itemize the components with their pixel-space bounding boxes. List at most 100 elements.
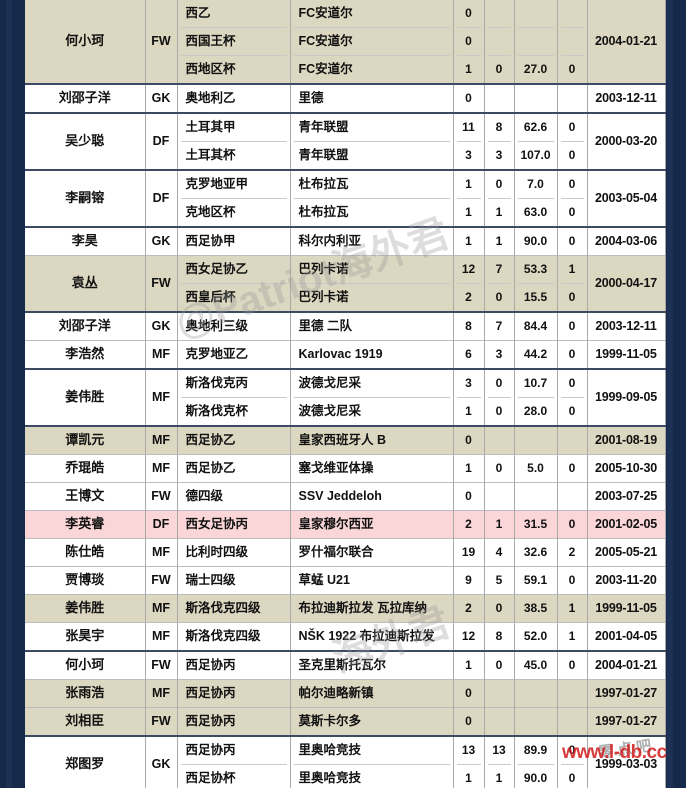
goals-cell-line: 0 (560, 397, 584, 425)
club-cell-line: FC安道尔 (298, 6, 353, 20)
table-row[interactable]: 乔琨皓 MF 西足协乙 塞戈维亚体操 1 0 5.0 0 2005-10-30 (25, 454, 666, 483)
club-cell: NŠK 1922 布拉迪斯拉发 (290, 622, 454, 651)
competition-cell: 斯洛伐克四级 (177, 622, 291, 651)
player-position-cell: FW (145, 707, 178, 736)
competition-cell: 奥地利三级 (177, 311, 291, 341)
competition-cell-line: 土耳其甲 (185, 120, 236, 134)
starts-cell-line: 0 (495, 177, 503, 191)
minutes-cell: 45.0 (514, 650, 558, 680)
goals-cell: 0 (557, 566, 588, 595)
birthdate-cell: 2003-12-11 (587, 83, 666, 113)
table-row[interactable]: 李英睿 DF 西女足协丙 皇家穆尔西亚 2 1 31.5 0 2001-02-05 (25, 510, 666, 539)
appearances-cell: 2 (453, 510, 485, 539)
competition-cell-line: 西足协乙 (185, 461, 236, 475)
table-row[interactable]: 郑图罗 GK 西足协丙 西足协杯 里奥哈竞技 里奥哈竞技 13 1 13 1 89.9 90.0 0 0 1… (25, 735, 666, 788)
club-cell: 布拉迪斯拉发 瓦拉库纳 (290, 594, 454, 623)
club-cell: 里德 (290, 83, 454, 113)
table-row[interactable]: 王博文 FW 德四级 SSV Jeddeloh 0 2003-07-25 (25, 482, 666, 511)
goals-cell-line: 0 (568, 120, 576, 134)
goals-cell-line: 0 (568, 743, 576, 757)
goals-cell: 0 (557, 650, 588, 680)
table-row[interactable]: 姜伟胜 MF 斯洛伐克丙 斯洛伐克杯 波德戈尼采 波德戈尼采 3 1 0 0 10.7 28.0 0 0 1… (25, 368, 666, 426)
appearances-cell: 0 (453, 83, 485, 113)
starts-cell-line: 3 (495, 347, 503, 361)
player-position-cell: MF (145, 538, 178, 567)
club-cell-line: 巴列卡诺 (293, 283, 450, 311)
table-row[interactable]: 李昊 GK 西足协甲 科尔内利亚 1 1 90.0 0 2004-03-06 (25, 226, 666, 256)
player-position-cell: MF (145, 594, 178, 623)
birthdate-cell: 2004-01-21 (587, 0, 666, 84)
table-row[interactable]: 何小珂 FW 西足协丙 圣克里斯托瓦尔 1 0 45.0 0 2004-01-21 (25, 650, 666, 680)
left-margin-sheen (6, 0, 12, 788)
club-cell: 草蜢 U21 (290, 566, 454, 595)
competition-cell-line: 克罗地亚甲 (185, 177, 249, 191)
minutes-cell: 44.2 (514, 340, 558, 369)
appearances-cell-line: 12 (461, 629, 476, 643)
table-row[interactable]: 贾博琰 FW 瑞士四级 草蜢 U21 9 5 59.1 0 2003-11-20 (25, 566, 666, 595)
table-row[interactable]: 刘邵子洋 GK 奥地利乙 里德 0 2003-12-11 (25, 83, 666, 113)
starts-cell (484, 482, 515, 511)
goals-cell-line: 0 (560, 141, 584, 169)
goals-cell-line: 0 (568, 319, 576, 333)
appearances-cell-line: 6 (465, 347, 472, 361)
competition-cell-line: 西足协丙 (185, 686, 236, 700)
table-row[interactable]: 李浩然 MF 克罗地亚乙 Karlovac 1919 6 3 44.2 0 1999-11-05 (25, 340, 666, 369)
club-cell-line: 巴列卡诺 (298, 262, 349, 276)
minutes-cell: 5.0 (514, 454, 558, 483)
appearances-cell-line: 1 (465, 658, 472, 672)
minutes-cell-line: 27.0 (517, 55, 554, 83)
birthdate-cell: 1999-09-05 (587, 368, 666, 426)
table-row[interactable]: 张雨浩 MF 西足协丙 帕尔迪略新镇 0 1997-01-27 (25, 679, 666, 708)
starts-cell-line: 0 (487, 55, 511, 83)
table-row[interactable]: 刘相臣 FW 西足协丙 莫斯卡尔多 0 1997-01-27 (25, 707, 666, 736)
minutes-cell: 62.6 107.0 (514, 112, 558, 170)
goals-cell: 0 (557, 340, 588, 369)
starts-cell: 13 1 (484, 735, 515, 788)
table-row[interactable]: 谭凯元 MF 西足协乙 皇家西班牙人 B 0 2001-08-19 (25, 425, 666, 455)
competition-cell: 比利时四级 (177, 538, 291, 567)
table-row[interactable]: 李嗣镕 DF 克罗地亚甲 克地区杯 杜布拉瓦 杜布拉瓦 1 1 0 1 7.0 63.0 0 0 2003-… (25, 169, 666, 227)
club-cell: 杜布拉瓦 杜布拉瓦 (290, 169, 454, 227)
minutes-cell-line: 59.1 (523, 573, 548, 587)
starts-cell-line: 13 (492, 743, 506, 757)
minutes-cell-line: 62.6 (523, 120, 548, 134)
page-left-margin (0, 0, 25, 788)
competition-cell-line: 斯洛伐克四级 (185, 601, 261, 615)
minutes-cell: 89.9 90.0 (514, 735, 558, 788)
minutes-cell-line: 63.0 (517, 198, 554, 226)
minutes-cell-line: 90.0 (517, 764, 554, 788)
minutes-cell-line: 44.2 (523, 347, 548, 361)
starts-cell-line: 7 (495, 319, 503, 333)
appearances-cell: 0 (453, 679, 485, 708)
goals-cell (557, 707, 588, 736)
table-row[interactable]: 吴少聪 DF 土耳其甲 土耳其杯 青年联盟 青年联盟 11 3 8 3 62.6 107.0 0 0 200… (25, 112, 666, 170)
club-cell: FC安道尔 FC安道尔 FC安道尔 (290, 0, 454, 84)
club-cell-line: 罗什福尔联合 (298, 545, 374, 559)
table-row[interactable]: 陈仕皓 MF 比利时四级 罗什福尔联合 19 4 32.6 2 2005-05-21 (25, 538, 666, 567)
club-cell-line: 波德戈尼采 (298, 376, 362, 390)
player-name-cell: 郑图罗 (25, 735, 146, 788)
table-row[interactable]: 何小珂 FW 西乙 西国王杯 西地区杯 FC安道尔 FC安道尔 FC安道尔 0 0 1 0 27.0 0 2… (25, 0, 666, 84)
birthdate-cell: 2003-11-20 (587, 566, 666, 595)
birthdate-cell: 2003-05-04 (587, 169, 666, 227)
starts-cell-line: 0 (495, 461, 503, 475)
table-sheet: 何小珂 FW 西乙 西国王杯 西地区杯 FC安道尔 FC安道尔 FC安道尔 0 0 1 0 27.0 0 2… (25, 0, 666, 788)
birthdate-cell: 1999-11-05 (587, 594, 666, 623)
table-row[interactable]: 姜伟胜 MF 斯洛伐克四级 布拉迪斯拉发 瓦拉库纳 2 0 38.5 1 1999-11-05 (25, 594, 666, 623)
table-row[interactable]: 袁丛 FW 西女足协乙 西皇后杯 巴列卡诺 巴列卡诺 12 2 7 0 53.3 15.5 1 0 2000… (25, 255, 666, 312)
minutes-cell-line: 53.3 (523, 262, 548, 276)
appearances-cell: 0 (453, 425, 485, 455)
competition-cell: 斯洛伐克四级 (177, 594, 291, 623)
player-name-cell: 刘邵子洋 (25, 83, 146, 113)
competition-cell: 西足协丙 西足协杯 (177, 735, 291, 788)
table-row[interactable]: 张昊宇 MF 斯洛伐克四级 NŠK 1922 布拉迪斯拉发 12 8 52.0 1 2001-0… (25, 622, 666, 651)
competition-cell-line: 奥地利乙 (185, 91, 236, 105)
goals-cell: 1 (557, 622, 588, 651)
club-cell-line: 布拉迪斯拉发 瓦拉库纳 (298, 601, 427, 615)
competition-cell: 西足协丙 (177, 707, 291, 736)
table-row[interactable]: 刘邵子洋 GK 奥地利三级 里德 二队 8 7 84.4 0 2003-12-11 (25, 311, 666, 341)
appearances-cell: 11 3 (453, 112, 485, 170)
